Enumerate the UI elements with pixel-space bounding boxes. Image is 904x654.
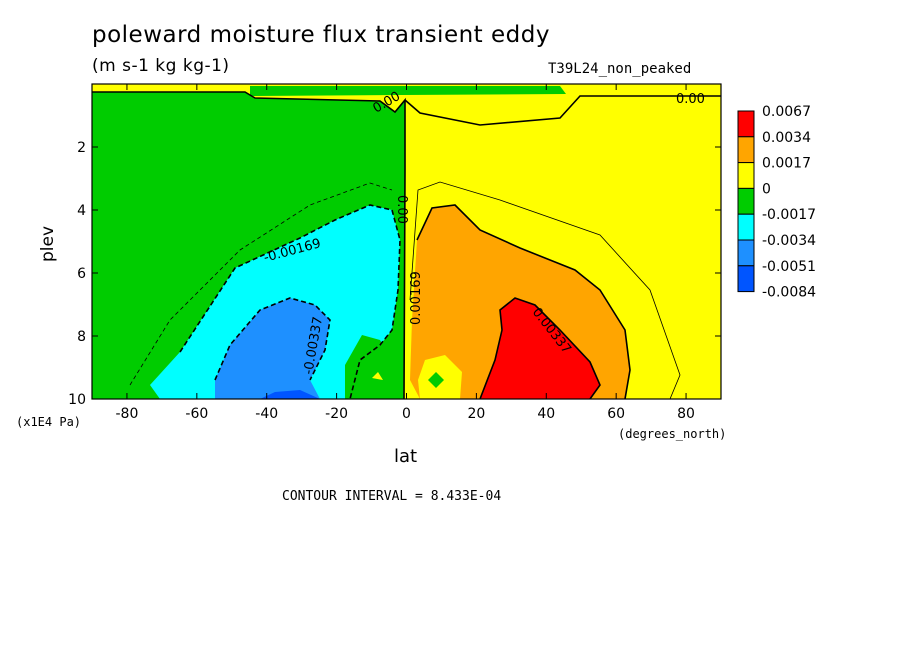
chart-units: (m s-1 kg kg-1) bbox=[92, 56, 230, 76]
x-tick-label: 40 bbox=[537, 406, 555, 422]
region-positive-large bbox=[480, 298, 600, 399]
x-tick-label: 80 bbox=[677, 406, 695, 422]
y-tick-label: 8 bbox=[77, 329, 86, 345]
y-tick-label: 6 bbox=[77, 266, 86, 282]
contour-lines bbox=[92, 91, 721, 399]
colorbar-label: -0.0017 bbox=[762, 207, 816, 223]
x-tick-label: 0 bbox=[402, 406, 411, 422]
x-tick-label: -20 bbox=[325, 406, 348, 422]
colorbar-label: 0.0017 bbox=[762, 156, 811, 172]
y-tick-label: 4 bbox=[77, 203, 86, 219]
x-tick-label: -40 bbox=[255, 406, 278, 422]
x-tick-label: -60 bbox=[185, 406, 208, 422]
colorbar-swatch bbox=[737, 265, 755, 293]
contour-label: 0.00 bbox=[676, 92, 705, 107]
colorbar-swatch bbox=[737, 239, 755, 267]
y-tick-label: 2 bbox=[77, 140, 86, 156]
run-id: T39L24_non_peaked bbox=[548, 61, 692, 77]
x-axis-unit: (degrees_north) bbox=[618, 427, 727, 441]
contour-label: 0.00 bbox=[394, 195, 409, 224]
x-axis-label: lat bbox=[394, 446, 418, 467]
region-negative-large bbox=[215, 298, 330, 399]
region-negative-max bbox=[260, 390, 320, 399]
x-tick-label: -80 bbox=[116, 406, 139, 422]
x-ticks: -80 -60 -40 -20 0 20 40 60 80 bbox=[116, 84, 695, 422]
colorbar-label: -0.0051 bbox=[762, 259, 816, 275]
colorbar-label: -0.0034 bbox=[762, 233, 816, 249]
contour-interval: CONTOUR INTERVAL = 8.433E-04 bbox=[282, 489, 502, 504]
colorbar-label: 0.0034 bbox=[762, 130, 811, 146]
colorbar-label: 0.0067 bbox=[762, 104, 811, 120]
colorbar-swatch bbox=[737, 187, 755, 215]
colorbar-swatch bbox=[737, 136, 755, 164]
colorbar-label: 0 bbox=[762, 181, 771, 197]
filled-contours bbox=[92, 84, 721, 399]
y-axis-unit: (x1E4 Pa) bbox=[16, 415, 82, 429]
colorbar: 0.0067 0.0034 0.0017 0 -0.0017 -0.0034 -0.0051… bbox=[737, 104, 816, 301]
colorbar-swatch bbox=[737, 162, 755, 189]
y-tick-label: 10 bbox=[68, 392, 86, 408]
contour-label: 0.00169 bbox=[409, 271, 424, 325]
y-ticks: 2 4 6 8 10 bbox=[68, 140, 721, 408]
chart-title: poleward moisture flux transient eddy bbox=[92, 22, 550, 48]
region-negative-medium bbox=[150, 205, 400, 399]
colorbar-label: -0.0084 bbox=[762, 285, 816, 301]
x-tick-label: 20 bbox=[467, 406, 485, 422]
colorbar-swatch bbox=[737, 110, 755, 138]
x-tick-label: 60 bbox=[607, 406, 625, 422]
colorbar-swatch bbox=[737, 213, 755, 241]
